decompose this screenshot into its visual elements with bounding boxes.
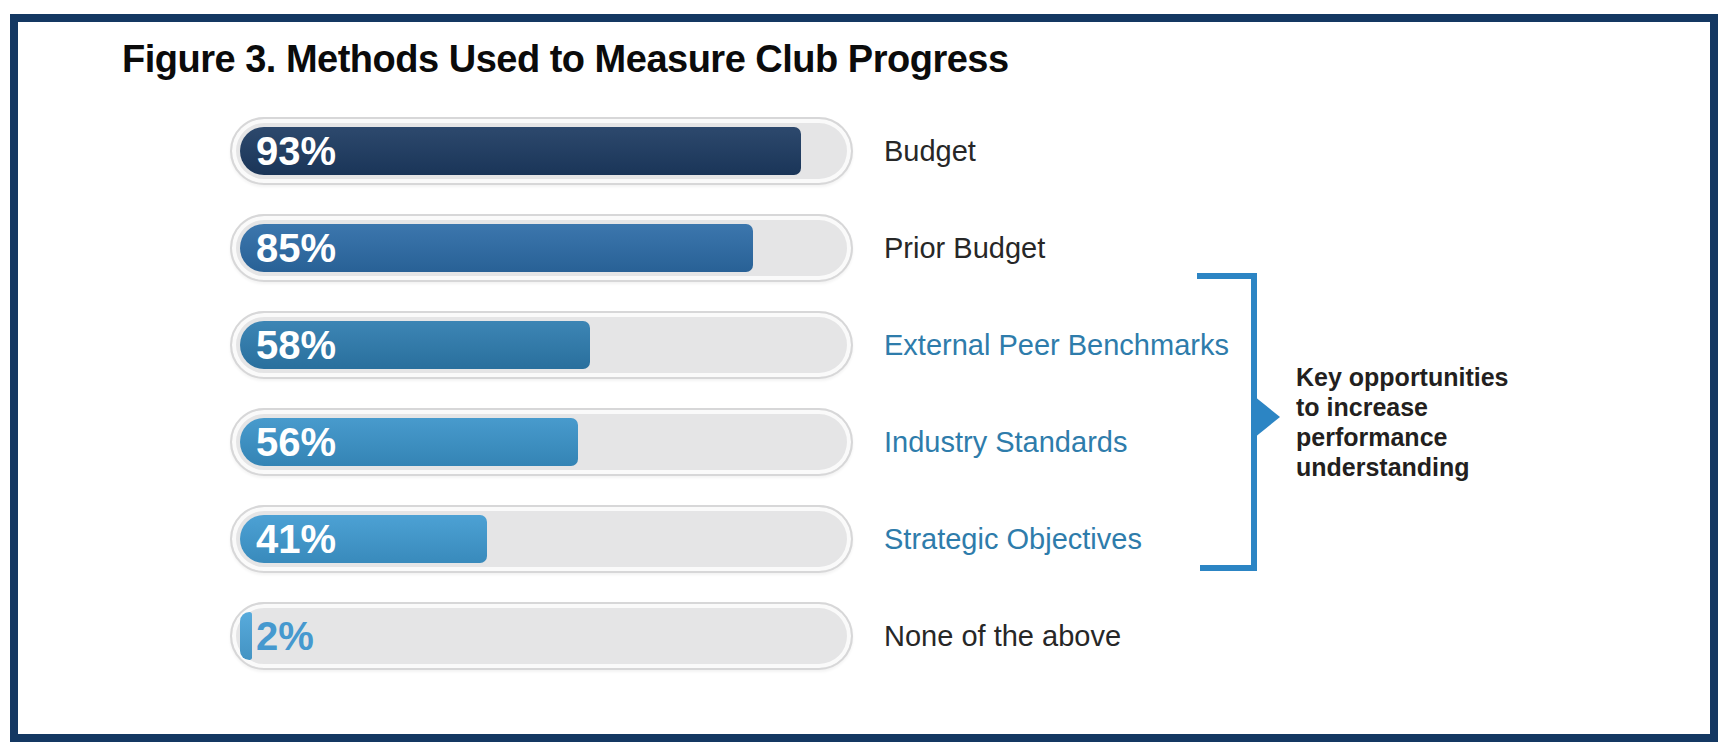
bar-value-label: 2% (256, 616, 314, 656)
bar-category-label: External Peer Benchmarks (884, 329, 1229, 362)
bar-row: 56% Industry Standards (230, 408, 853, 476)
bar-row: 93% Budget (230, 117, 853, 185)
bar-row: 41% Strategic Objectives (230, 505, 853, 573)
bar-value-label: 85% (256, 228, 336, 268)
bar-fill (240, 612, 252, 660)
bar-row: 2% None of the above (230, 602, 853, 670)
bar-row: 58% External Peer Benchmarks (230, 311, 853, 379)
bar-chart: 93% Budget 85% Prior Budget 58% External… (230, 117, 853, 670)
bar-category-label: None of the above (884, 620, 1121, 653)
bar-category-label: Strategic Objectives (884, 523, 1142, 556)
bar-value-label: 41% (256, 519, 336, 559)
bar-category-label: Industry Standards (884, 426, 1127, 459)
bracket (1190, 266, 1290, 586)
bar-category-label: Prior Budget (884, 232, 1045, 265)
bar-value-label: 58% (256, 325, 336, 365)
bar-track (230, 602, 853, 670)
annotation-text: Key opportunities to increase performanc… (1296, 362, 1509, 482)
bracket-arrow-icon (1254, 396, 1280, 438)
figure-title: Figure 3. Methods Used to Measure Club P… (122, 38, 1009, 81)
bar-category-label: Budget (884, 135, 976, 168)
bar-value-label: 56% (256, 422, 336, 462)
figure-container: Figure 3. Methods Used to Measure Club P… (0, 0, 1728, 748)
bar-row: 85% Prior Budget (230, 214, 853, 282)
bar-value-label: 93% (256, 131, 336, 171)
